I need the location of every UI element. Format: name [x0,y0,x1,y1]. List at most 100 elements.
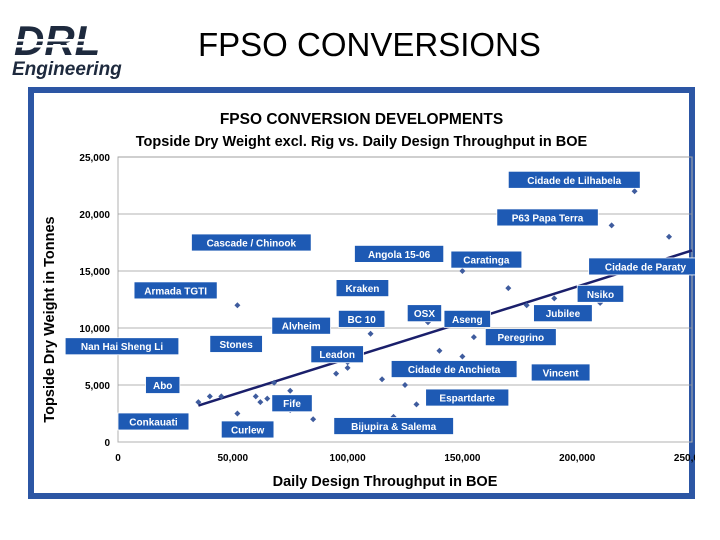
annotation-box [390,360,518,378]
y-axis-label: Topside Dry Weight in Tonnes [42,216,58,422]
y-tick-label: 20,000 [79,210,110,221]
annotation-box [496,208,599,227]
data-point [218,393,225,400]
x-tick-label: 50,000 [218,453,249,464]
data-point [551,295,558,302]
data-point [257,399,264,406]
annotation-label: Espartdarte [439,394,495,405]
y-tick-label: 10,000 [79,324,110,335]
data-point [379,376,386,383]
annotation-box [145,376,181,394]
annotation-label: Vincent [543,368,580,379]
annotation-label: Cascade / Chinook [207,239,297,250]
annotation-box [133,281,218,300]
annotation-label: Abo [153,381,172,392]
data-point [402,382,408,388]
annotation-label: Cidade de Paraty [605,262,687,273]
data-point [459,268,466,274]
logo-stripe [16,45,151,48]
annotation-label: P63 Papa Terra [512,213,584,224]
annotation-box [354,244,445,263]
annotation-label: Peregrino [497,333,544,344]
chart-panel: FPSO CONVERSION DEVELOPMENTS Topside Dry … [28,87,695,499]
page-title: FPSO CONVERSIONS [198,26,541,63]
annotation-label: Jubilee [546,309,581,320]
annotation-box [271,394,313,413]
annotation-label: Nsiko [587,290,614,301]
annotation-box [576,284,625,303]
annotation-box [443,309,491,328]
data-point [252,393,259,400]
data-point [459,353,466,360]
annotation-label: Fife [283,399,301,410]
data-point [523,302,530,309]
data-point [631,188,638,195]
annotation-box [191,233,312,252]
x-tick-label: 0 [115,453,121,464]
annotation-box [507,170,641,189]
annotation-box [406,304,442,323]
annotation-box [117,412,190,431]
chart-subtitle: Topside Dry Weight excl. Rig vs. Daily D… [136,134,588,150]
annotation-box [450,250,523,269]
data-point [367,330,374,337]
data-point [287,387,294,394]
drl-engineering-logo: DRL Engineering [12,17,151,80]
annotation-box [530,363,591,382]
chart-title: FPSO CONVERSION DEVELOPMENTS [220,111,503,128]
data-point [436,347,443,354]
data-point [271,379,278,386]
annotation-label: Cidade de Lilhabela [527,176,621,187]
y-tick-label: 0 [104,438,110,449]
data-point [195,399,202,406]
annotation-box [271,316,331,335]
data-point [666,233,673,240]
data-point [310,416,317,423]
data-point [470,334,477,341]
data-point [413,401,420,408]
annotation-label: Aseng [452,315,483,326]
annotation-box [533,304,593,323]
annotation-label: Conkauati [129,417,178,428]
data-point [264,395,271,402]
data-point [608,222,615,229]
annotation-label: Armada TGTI [144,286,207,297]
annotation-box [588,257,695,276]
annotation-box [209,335,263,353]
data-point [234,410,241,417]
annotation-label: Nan Hai Sheng Li [81,342,163,353]
y-tick-label: 25,000 [79,153,110,164]
annotation-label: Bijupira & Salema [351,422,436,433]
x-axis-label: Daily Design Throughput in BOE [273,474,498,490]
scatter-chart: FPSO CONVERSION DEVELOPMENTS Topside Dry … [34,93,695,493]
annotation-label: Alvheim [282,322,321,333]
data-point [505,285,512,292]
annotation-label: Cidade de Anchieta [408,365,501,376]
data-point [424,319,431,326]
annotation-box [64,337,180,356]
annotation-label: Stones [219,340,253,351]
annotation-label: Angola 15-06 [368,250,431,261]
data-point [206,393,213,400]
data-point [234,302,241,309]
annotation-label: Leadon [319,350,355,361]
annotation-box [220,420,275,439]
logo-sub-text: Engineering [12,59,122,80]
annotation-box [484,328,557,347]
x-tick-label: 150,000 [444,453,481,464]
annotation-box [425,388,510,407]
data-point [333,370,340,377]
annotation-label: OSX [414,309,435,320]
annotation-label: Curlew [231,425,265,436]
data-point [344,364,351,371]
annotation-box [310,345,364,364]
y-tick-label: 5,000 [85,381,110,392]
annotation-label: Caratinga [463,256,510,267]
logo-stripe [16,39,151,42]
data-point [597,299,604,306]
trendline [197,249,693,407]
annotation-label: Kraken [345,284,379,295]
y-tick-label: 15,000 [79,267,110,278]
annotation-box [338,309,386,328]
annotation-box [333,417,454,435]
